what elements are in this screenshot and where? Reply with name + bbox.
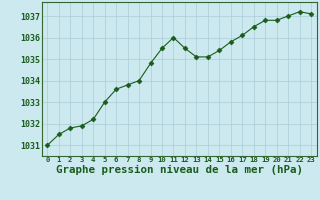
X-axis label: Graphe pression niveau de la mer (hPa): Graphe pression niveau de la mer (hPa) xyxy=(56,165,303,175)
